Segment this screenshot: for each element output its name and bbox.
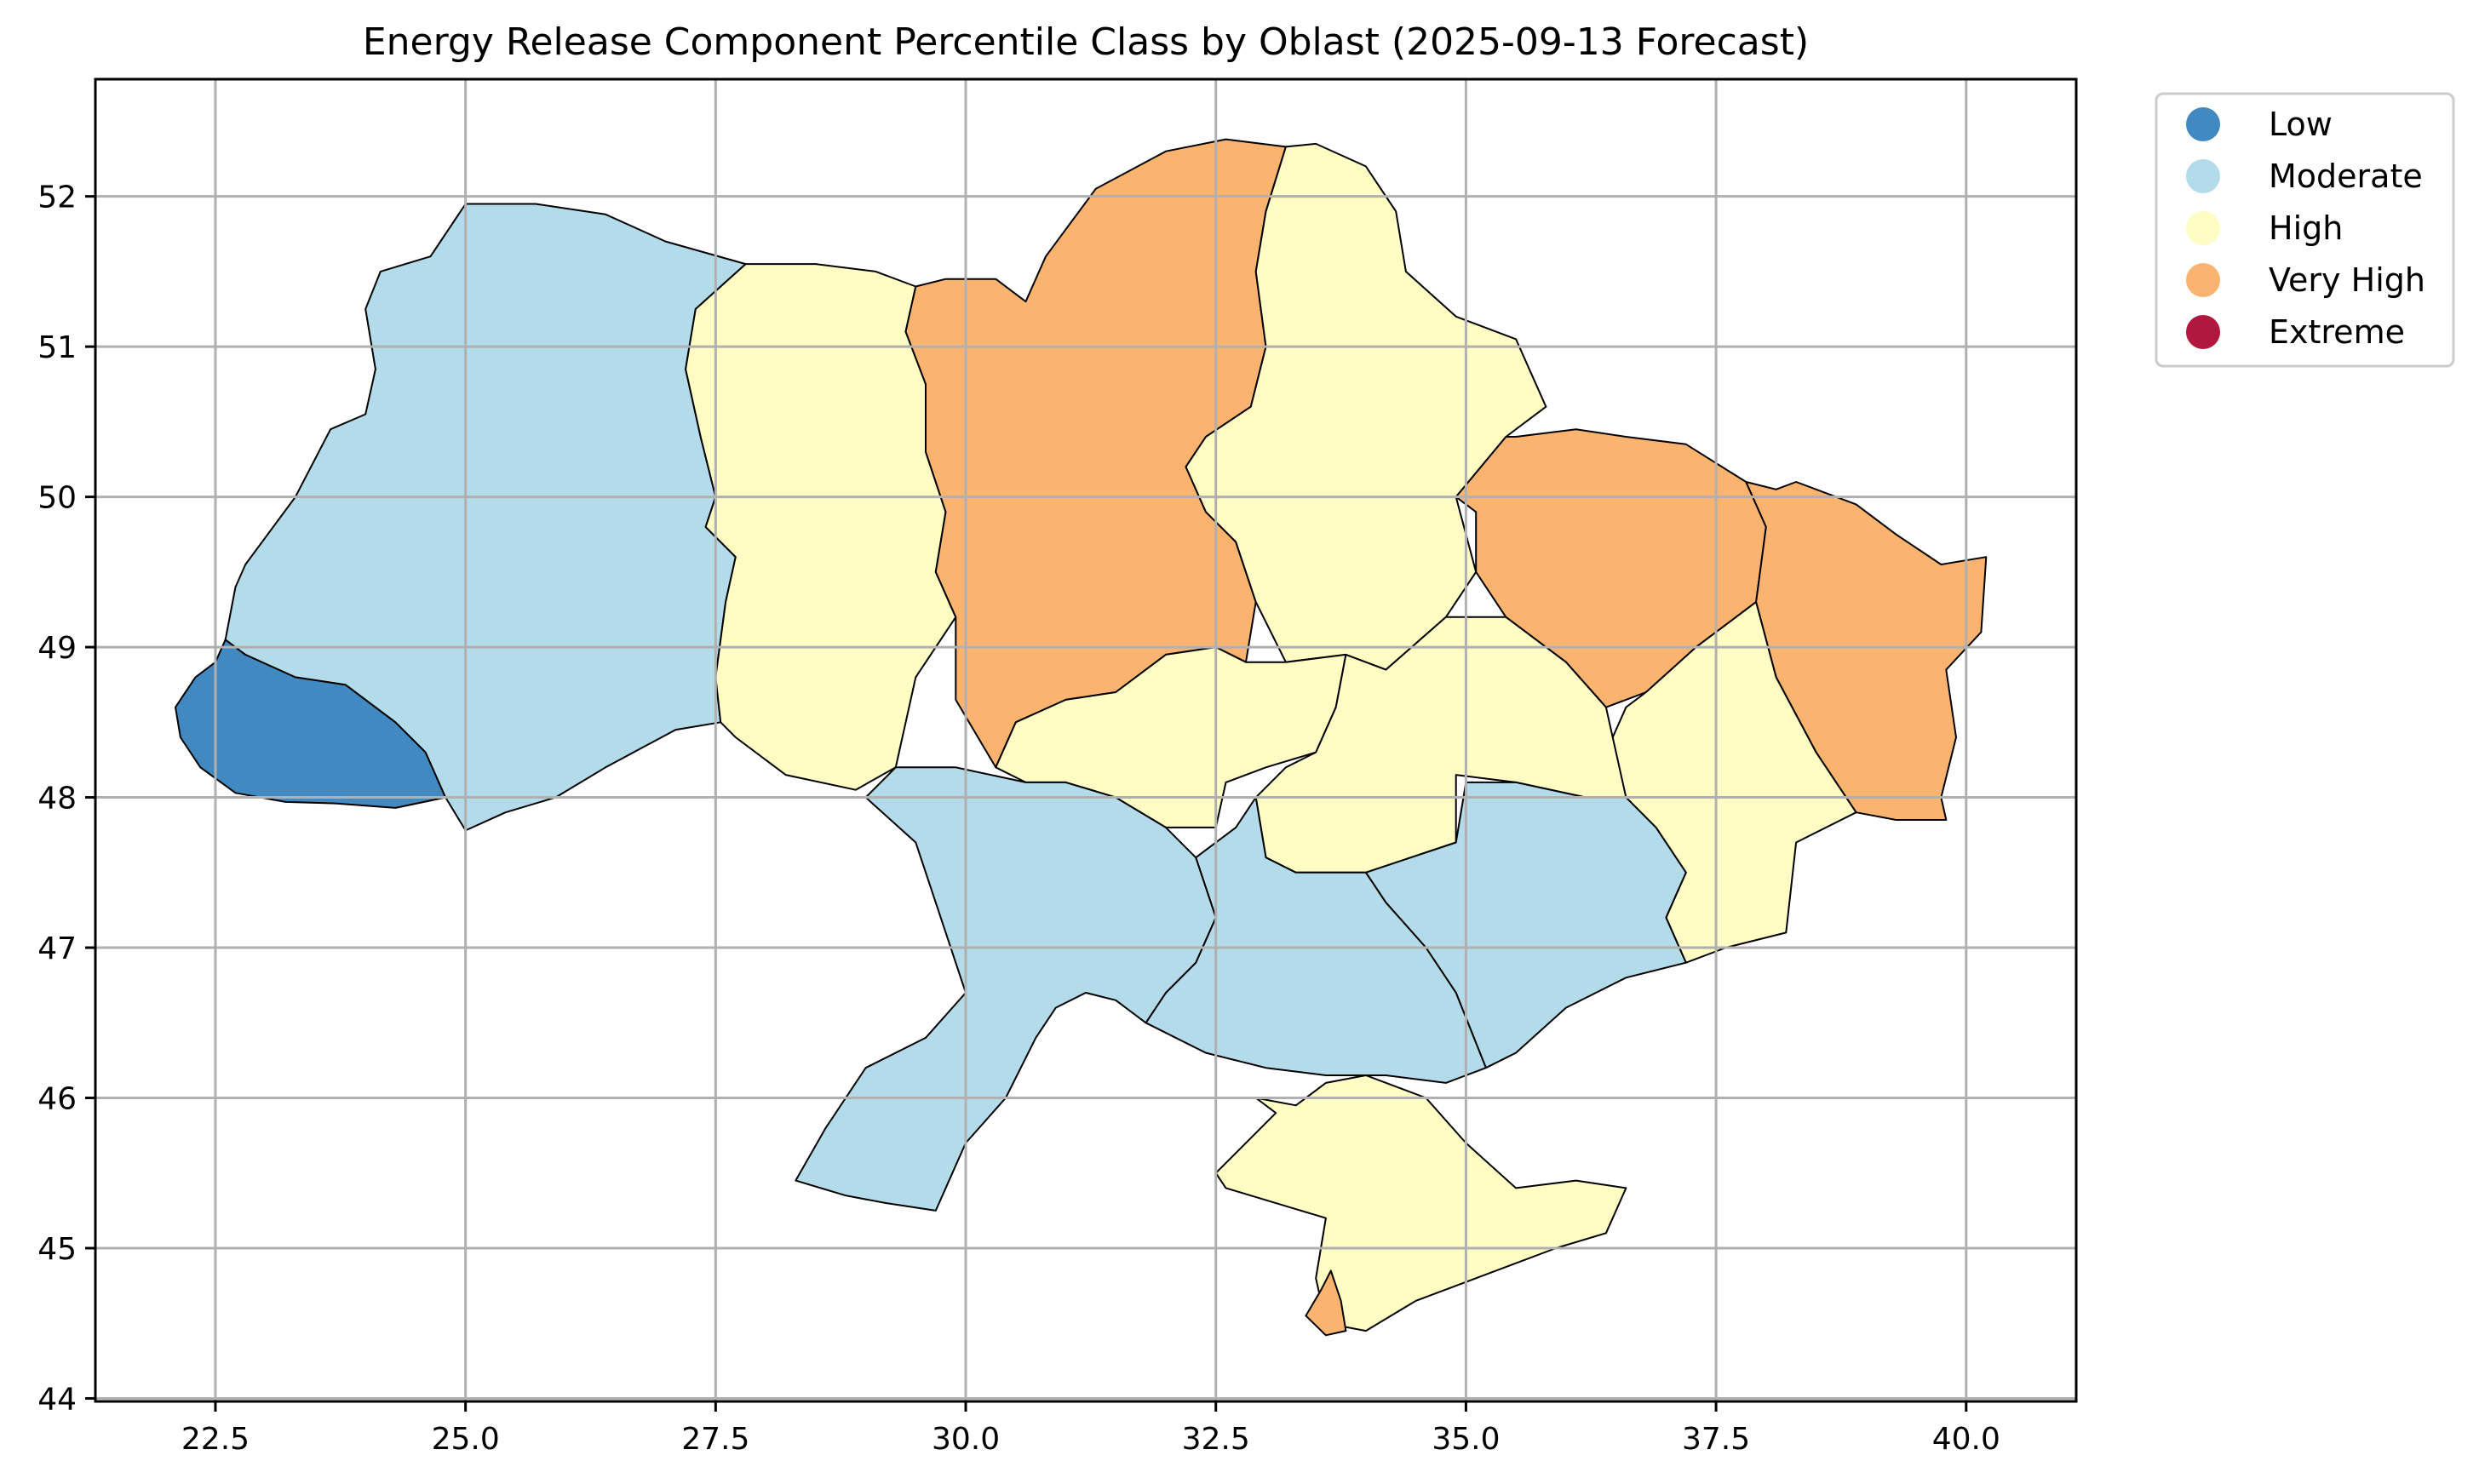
x-tick-label: 37.5 [1682,1422,1750,1457]
legend-label: Moderate [2269,158,2423,195]
y-tick-label: 50 [37,481,77,516]
x-tick-label: 25.0 [432,1422,500,1457]
region-15 [1305,1269,1347,1337]
y-axis: 52 51 50 49 48 47 46 45 44 [37,180,95,1417]
region-10 [1254,616,1627,874]
legend-marker [2186,315,2220,349]
x-tick-label: 27.5 [681,1422,749,1457]
legend-marker [2186,263,2220,297]
y-tick-label: 52 [37,180,77,215]
y-tick-label: 47 [37,931,77,966]
x-tick-label: 32.5 [1182,1422,1250,1457]
legend-marker [2186,107,2220,141]
x-tick-label: 40.0 [1932,1422,2000,1457]
y-tick-label: 44 [37,1382,77,1417]
chart-title: Energy Release Component Percentile Clas… [363,20,1809,64]
region-13 [795,766,1217,1212]
x-tick-label: 22.5 [181,1422,250,1457]
region-14 [1214,1074,1627,1332]
legend-frame [2155,92,2455,368]
grid-layer [95,79,2076,1401]
y-tick-label: 46 [37,1082,77,1117]
legend-label: Low [2269,106,2333,143]
y-tick-label: 45 [37,1232,77,1267]
legend-marker [2186,211,2220,245]
legend: Low Moderate High Very High Extreme [2155,92,2455,368]
legend-marker [2186,159,2220,193]
plot-frame [94,77,2078,1403]
legend-label: Extreme [2269,313,2405,351]
y-tick-label: 49 [37,631,77,666]
legend-label: High [2269,209,2343,247]
x-axis: 22.5 25.0 27.5 30.0 32.5 35.0 37.5 40.0 [181,1401,2000,1457]
x-tick-label: 35.0 [1432,1422,1500,1457]
y-tick-label: 48 [37,782,77,816]
legend-label: Very High [2269,261,2425,299]
regions-layer [175,138,1988,1337]
y-tick-label: 51 [37,330,77,365]
x-tick-label: 30.0 [932,1422,1000,1457]
